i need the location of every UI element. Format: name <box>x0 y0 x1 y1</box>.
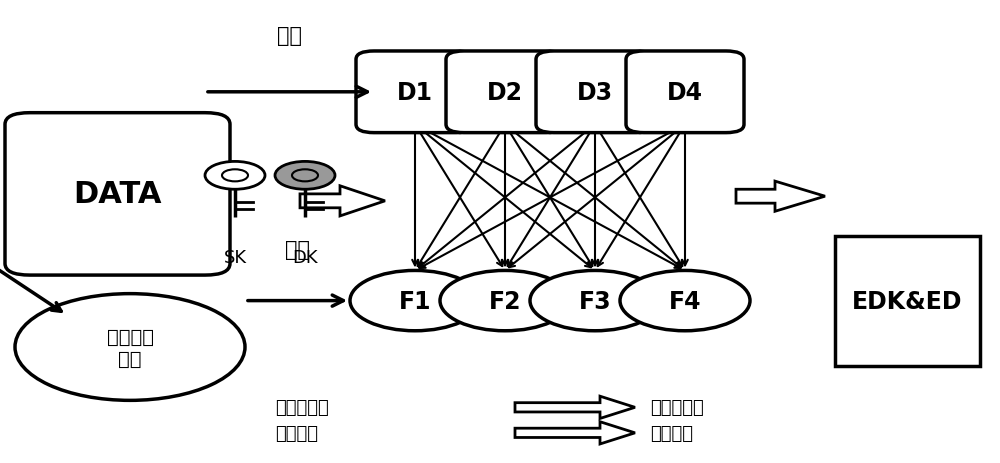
Circle shape <box>222 170 248 182</box>
Text: D2: D2 <box>487 81 523 105</box>
Text: D1: D1 <box>397 81 433 105</box>
Text: F1: F1 <box>399 289 431 313</box>
Text: 复杂度低: 复杂度低 <box>275 424 318 442</box>
Polygon shape <box>515 422 635 444</box>
Text: 划分: 划分 <box>277 26 302 46</box>
FancyBboxPatch shape <box>536 52 654 133</box>
Circle shape <box>440 271 570 331</box>
Text: EDK&ED: EDK&ED <box>852 289 963 313</box>
FancyBboxPatch shape <box>446 52 564 133</box>
Text: DATA: DATA <box>73 180 162 209</box>
FancyBboxPatch shape <box>626 52 744 133</box>
Circle shape <box>205 162 265 190</box>
FancyBboxPatch shape <box>356 52 474 133</box>
Text: 分级: 分级 <box>285 239 310 259</box>
Polygon shape <box>736 182 825 212</box>
Text: 混沌加密
算法: 混沌加密 算法 <box>106 327 154 368</box>
Text: 安全等级高: 安全等级高 <box>650 399 704 416</box>
Circle shape <box>530 271 660 331</box>
Bar <box>835 236 980 366</box>
Circle shape <box>15 294 245 400</box>
Text: 复杂度高: 复杂度高 <box>650 424 693 442</box>
Text: SK: SK <box>223 248 247 266</box>
Polygon shape <box>300 186 385 217</box>
Circle shape <box>292 170 318 182</box>
Polygon shape <box>515 396 635 419</box>
Text: F3: F3 <box>579 289 611 313</box>
Text: DK: DK <box>292 248 318 266</box>
Text: F4: F4 <box>669 289 701 313</box>
Text: D3: D3 <box>577 81 613 105</box>
Circle shape <box>275 162 335 190</box>
Circle shape <box>620 271 750 331</box>
Text: D4: D4 <box>667 81 703 105</box>
FancyBboxPatch shape <box>5 113 230 275</box>
Circle shape <box>350 271 480 331</box>
Text: 安全等级低: 安全等级低 <box>275 399 329 416</box>
Text: F2: F2 <box>489 289 521 313</box>
